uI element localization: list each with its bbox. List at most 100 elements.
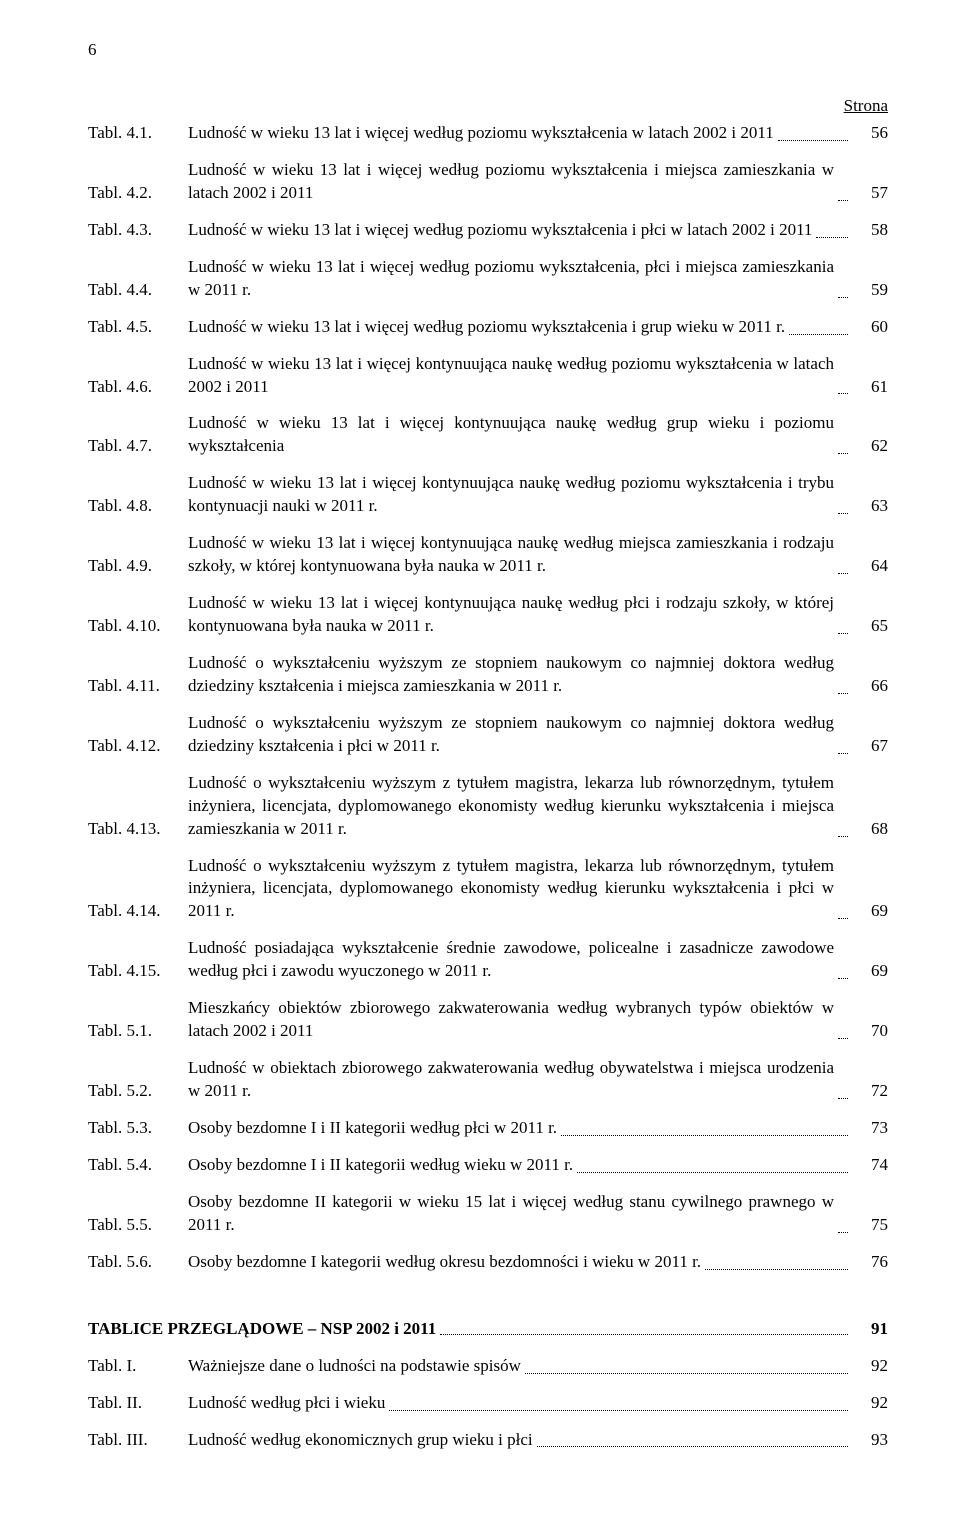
toc-entry-body: Ludność w wieku 13 lat i więcej kontynuu…	[188, 412, 888, 458]
toc-entry-text: Ludność w wieku 13 lat i więcej kontynuu…	[188, 592, 834, 638]
toc-entry-body: Osoby bezdomne I i II kategorii według w…	[188, 1154, 888, 1177]
toc-entry-text: Ludność o wykształceniu wyższym ze stopn…	[188, 652, 834, 698]
toc-entry-text: Osoby bezdomne I kategorii według okresu…	[188, 1251, 701, 1274]
toc-entry-label: Tabl. 4.2.	[88, 182, 188, 205]
toc-entry-page: 75	[852, 1214, 888, 1237]
document-page: 6 Strona Tabl. 4.1.Ludność w wieku 13 la…	[0, 0, 960, 1525]
leader-dots	[789, 318, 848, 335]
toc-row: Tabl. 5.1.Mieszkańcy obiektów zbiorowego…	[88, 997, 888, 1043]
toc-row: Tabl. 4.9.Ludność w wieku 13 lat i więce…	[88, 532, 888, 578]
toc-row: Tabl. 4.13.Ludność o wykształceniu wyższ…	[88, 772, 888, 841]
toc-entry-body: Ludność w obiektach zbiorowego zakwatero…	[188, 1057, 888, 1103]
leader-dots	[389, 1394, 848, 1411]
toc-entry-body: Ważniejsze dane o ludności na podstawie …	[188, 1355, 888, 1378]
leader-dots	[838, 677, 848, 694]
leader-dots	[838, 1082, 848, 1099]
toc-entry-page: 65	[852, 615, 888, 638]
leader-dots	[537, 1430, 848, 1447]
section-heading-row: TABLICE PRZEGLĄDOWE – NSP 2002 i 2011 91	[88, 1318, 888, 1339]
page-number: 6	[88, 40, 888, 60]
toc-entry-body: Ludność w wieku 13 lat i więcej według p…	[188, 316, 888, 339]
toc-entry-page: 76	[852, 1251, 888, 1274]
toc-entry-label: Tabl. 4.10.	[88, 615, 188, 638]
leader-dots	[705, 1253, 848, 1270]
leader-dots	[838, 1022, 848, 1039]
toc-entry-label: Tabl. 4.8.	[88, 495, 188, 518]
leader-dots	[440, 1318, 848, 1335]
toc-entry-text: Osoby bezdomne I i II kategorii według w…	[188, 1154, 573, 1177]
toc-row: Tabl. 4.8.Ludność w wieku 13 lat i więce…	[88, 472, 888, 518]
toc-entry-text: Ludność w wieku 13 lat i więcej według p…	[188, 122, 774, 145]
toc-row: Tabl. 4.5.Ludność w wieku 13 lat i więce…	[88, 316, 888, 339]
toc-row: Tabl. II.Ludność według płci i wieku92	[88, 1392, 888, 1415]
toc-entry-body: Ludność o wykształceniu wyższym ze stopn…	[188, 712, 888, 758]
toc-entry-body: Ludność w wieku 13 lat i więcej według p…	[188, 159, 888, 205]
toc-entry-body: Ludność w wieku 13 lat i więcej kontynuu…	[188, 592, 888, 638]
toc-entry-text: Ludność w wieku 13 lat i więcej kontynuu…	[188, 412, 834, 458]
toc-entry-page: 74	[852, 1154, 888, 1177]
toc-entry-body: Ludność o wykształceniu wyższym ze stopn…	[188, 652, 888, 698]
toc-entry-body: Ludność w wieku 13 lat i więcej według p…	[188, 219, 888, 242]
toc-entry-body: Ludność w wieku 13 lat i więcej kontynuu…	[188, 472, 888, 518]
toc-entry-page: 93	[852, 1429, 888, 1452]
toc-entry-page: 72	[852, 1080, 888, 1103]
toc-entry-page: 63	[852, 495, 888, 518]
leader-dots	[838, 557, 848, 574]
toc-entry-label: Tabl. 5.3.	[88, 1117, 188, 1140]
toc-entry-body: Osoby bezdomne II kategorii w wieku 15 l…	[188, 1191, 888, 1237]
toc-entry-page: 60	[852, 316, 888, 339]
toc-entry-page: 68	[852, 818, 888, 841]
toc-entry-page: 69	[852, 900, 888, 923]
toc-entry-text: Osoby bezdomne I i II kategorii według p…	[188, 1117, 557, 1140]
leader-dots	[561, 1119, 848, 1136]
toc-entry-page: 61	[852, 376, 888, 399]
leader-dots	[838, 497, 848, 514]
toc-entry-body: Mieszkańcy obiektów zbiorowego zakwatero…	[188, 997, 888, 1043]
toc-entry-label: Tabl. 4.11.	[88, 675, 188, 698]
toc-row: Tabl. 5.4.Osoby bezdomne I i II kategori…	[88, 1154, 888, 1177]
toc-entry-label: Tabl. 4.5.	[88, 316, 188, 339]
toc-entry-body: Ludność w wieku 13 lat i więcej według p…	[188, 122, 888, 145]
leader-dots	[838, 1216, 848, 1233]
toc-entry-page: 70	[852, 1020, 888, 1043]
toc-entry-text: Ludność w wieku 13 lat i więcej kontynuu…	[188, 353, 834, 399]
leader-dots	[838, 617, 848, 634]
toc-row: Tabl. 4.2.Ludność w wieku 13 lat i więce…	[88, 159, 888, 205]
toc-entry-label: Tabl. 4.14.	[88, 900, 188, 923]
toc-entry-label: Tabl. 4.13.	[88, 818, 188, 841]
leader-dots	[816, 221, 848, 238]
toc-row: Tabl. 4.12.Ludność o wykształceniu wyższ…	[88, 712, 888, 758]
leader-dots	[838, 737, 848, 754]
toc-entry-text: Ludność w wieku 13 lat i więcej według p…	[188, 316, 785, 339]
toc-entry-text: Ludność o wykształceniu wyższym z tytułe…	[188, 855, 834, 924]
toc-row: Tabl. 5.3.Osoby bezdomne I i II kategori…	[88, 1117, 888, 1140]
toc-entry-body: Ludność według płci i wieku92	[188, 1392, 888, 1415]
toc-row: Tabl. III.Ludność według ekonomicznych g…	[88, 1429, 888, 1452]
toc-row: Tabl. 5.2.Ludność w obiektach zbiorowego…	[88, 1057, 888, 1103]
leader-dots	[577, 1156, 848, 1173]
toc-row: Tabl. 4.6.Ludność w wieku 13 lat i więce…	[88, 353, 888, 399]
toc-row: Tabl. 4.4.Ludność w wieku 13 lat i więce…	[88, 256, 888, 302]
toc-entry-label: Tabl. 4.6.	[88, 376, 188, 399]
toc-entry-label: Tabl. 5.1.	[88, 1020, 188, 1043]
toc-entry-body: Ludność w wieku 13 lat i więcej według p…	[188, 256, 888, 302]
toc-entry-page: 58	[852, 219, 888, 242]
toc-entry-body: Ludność według ekonomicznych grup wieku …	[188, 1429, 888, 1452]
toc-entry-text: Ludność według ekonomicznych grup wieku …	[188, 1429, 533, 1452]
toc-entry-label: Tabl. 5.6.	[88, 1251, 188, 1274]
toc-entry-page: 62	[852, 435, 888, 458]
section-heading-page: 91	[852, 1319, 888, 1339]
toc-row: Tabl. 5.6.Osoby bezdomne I kategorii wed…	[88, 1251, 888, 1274]
toc-entry-text: Ludność według płci i wieku	[188, 1392, 385, 1415]
toc-entry-label: Tabl. 5.5.	[88, 1214, 188, 1237]
toc-entry-text: Ludność w wieku 13 lat i więcej według p…	[188, 159, 834, 205]
strona-column-header: Strona	[88, 96, 888, 116]
toc-entry-body: Ludność posiadająca wykształcenie średni…	[188, 937, 888, 983]
toc-entry-page: 56	[852, 122, 888, 145]
toc-sublist: Tabl. I.Ważniejsze dane o ludności na po…	[88, 1355, 888, 1452]
toc-row: Tabl. 4.7.Ludność w wieku 13 lat i więce…	[88, 412, 888, 458]
toc-entry-text: Ludność w obiektach zbiorowego zakwatero…	[188, 1057, 834, 1103]
section-heading-title: TABLICE PRZEGLĄDOWE – NSP 2002 i 2011	[88, 1319, 436, 1339]
leader-dots	[838, 377, 848, 394]
toc-entry-label: Tabl. II.	[88, 1392, 188, 1415]
